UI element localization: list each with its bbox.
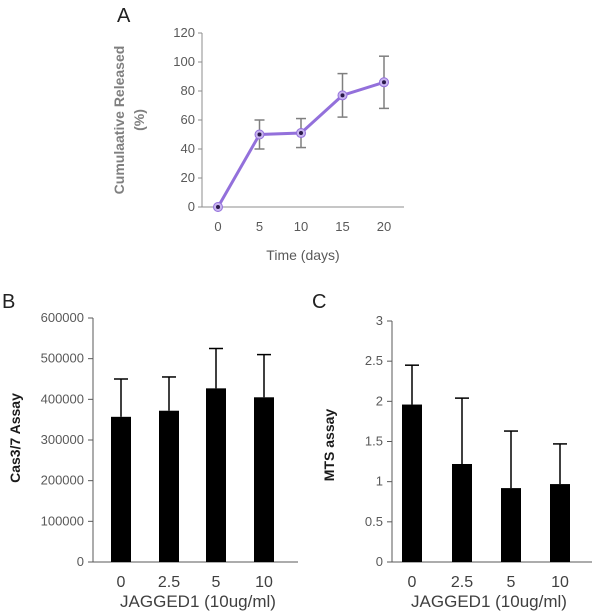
- panel-a-y-axis-title-line2: (%): [131, 109, 147, 131]
- panel-c-x-tick-label: 10: [551, 574, 569, 591]
- panel-a-x-tick-label: 5: [256, 219, 263, 234]
- panel-a-data-point: [257, 132, 262, 137]
- panel-a-data-point: [216, 205, 220, 209]
- panel-c-y-tick-label: 2.5: [365, 353, 383, 368]
- panel-c-y-tick-label: 0: [376, 554, 383, 569]
- panel-c-y-tick-label: 3: [376, 313, 383, 328]
- panel-b-y-tick-label: 100000: [41, 513, 84, 528]
- panel-c-y-ticks: 0 0.5 1 1.5 2 2.5 3: [365, 313, 392, 569]
- panel-a-x-tick-label: 10: [294, 219, 308, 234]
- panel-a-y-tick-label: 20: [181, 170, 195, 185]
- panel-b-bar: [254, 397, 274, 562]
- panel-a-data-point: [340, 93, 345, 98]
- panel-a-y-axis-title-line1: Cumulaative Released: [111, 46, 127, 195]
- panel-c-y-tick-label: 2: [376, 393, 383, 408]
- panel-c-error-bars: [405, 364, 567, 489]
- panel-b-bar: [159, 410, 179, 562]
- panel-a-y-tick-label: 100: [173, 54, 195, 69]
- panel-b-x-axis-title: JAGGED1 (10ug/ml): [120, 592, 276, 611]
- panel-c-y-tick-label: 1: [376, 474, 383, 489]
- panel-c-bar: [501, 488, 521, 562]
- panel-b-bars: [111, 388, 274, 562]
- panel-b-error-bars: [114, 347, 271, 417]
- panel-c-x-ticks: 0 2.5 5 10: [408, 574, 569, 591]
- panel-a-letter: A: [117, 5, 131, 27]
- panel-b-y-ticks: 0 100000 200000 300000 400000 500000 600000: [41, 310, 93, 569]
- panel-c-letter: C: [312, 291, 326, 313]
- panel-c-bar: [452, 463, 472, 562]
- panel-a-x-tick-label: 20: [377, 219, 391, 234]
- panel-b-x-tick-label: 10: [255, 574, 273, 591]
- panel-c-bar: [550, 484, 570, 562]
- panel-a-x-tick-label: 15: [335, 219, 349, 234]
- panel-a-series: [213, 77, 389, 212]
- panel-b-y-tick-label: 300000: [41, 432, 84, 447]
- panel-a-x-tick-label: 0: [214, 219, 221, 234]
- panel-b-bar: [111, 416, 131, 562]
- panel-b-x-ticks: 0 2.5 5 10: [117, 574, 273, 591]
- panel-c-x-tick-label: 5: [507, 574, 516, 591]
- panel-a-y-tick-label: 120: [173, 25, 195, 40]
- panel-c-x-tick-label: 0: [408, 574, 417, 591]
- panel-b-y-tick-label: 600000: [41, 310, 84, 325]
- panel-b-y-tick-label: 200000: [41, 473, 84, 488]
- panel-c-bars: [402, 404, 570, 562]
- panel-b-x-tick-label: 2.5: [158, 574, 180, 591]
- panel-c-bar: [402, 404, 422, 562]
- panel-a-data-point: [382, 80, 386, 85]
- panel-b-x-tick-label: 5: [212, 574, 221, 591]
- panel-b-y-axis-title: Cas3/7 Assay: [7, 393, 23, 483]
- panel-b-letter: B: [2, 291, 15, 313]
- panel-a-x-ticks: 0 5 10 15 20: [214, 219, 391, 234]
- panel-a-y-tick-label: 60: [181, 112, 195, 127]
- panel-b-bar: [206, 388, 226, 562]
- panel-b-y-tick-label: 0: [77, 554, 84, 569]
- panel-a-y-tick-label: 0: [188, 199, 195, 214]
- panel-a-y-tick-label: 40: [181, 141, 195, 156]
- panel-c-y-tick-label: 0.5: [365, 514, 383, 529]
- panel-c-y-tick-label: 1.5: [365, 434, 383, 449]
- panel-b-bar-chart: B 0100000200000300000400000500000600000 …: [2, 291, 298, 611]
- panel-b-y-tick-label: 400000: [41, 391, 84, 406]
- panel-a-data-point: [299, 131, 303, 136]
- panel-a-y-tick-label: 80: [181, 83, 195, 98]
- panel-a-x-axis-title: Time (days): [266, 247, 339, 263]
- panel-c-bar-chart: C 0 0.5 1 1.5 2 2.5 3 0 2.5 5 10 JAGGED1 (10ug/ml…: [312, 291, 592, 611]
- panel-c-x-axis-title: JAGGED1 (10ug/ml): [411, 592, 567, 611]
- panel-c-y-axis-title: MTS assay: [321, 409, 337, 482]
- panel-b-y-tick-label: 500000: [41, 351, 84, 366]
- panel-a-line-chart: A 0 20 40 60 80 100 120 0 5 10 15 20 Time (days) C…: [111, 5, 404, 263]
- panel-b-x-tick-label: 0: [117, 574, 126, 591]
- panel-c-x-tick-label: 2.5: [451, 574, 473, 591]
- panel-a-y-ticks: 0 20 40 60 80 100 120: [173, 25, 202, 214]
